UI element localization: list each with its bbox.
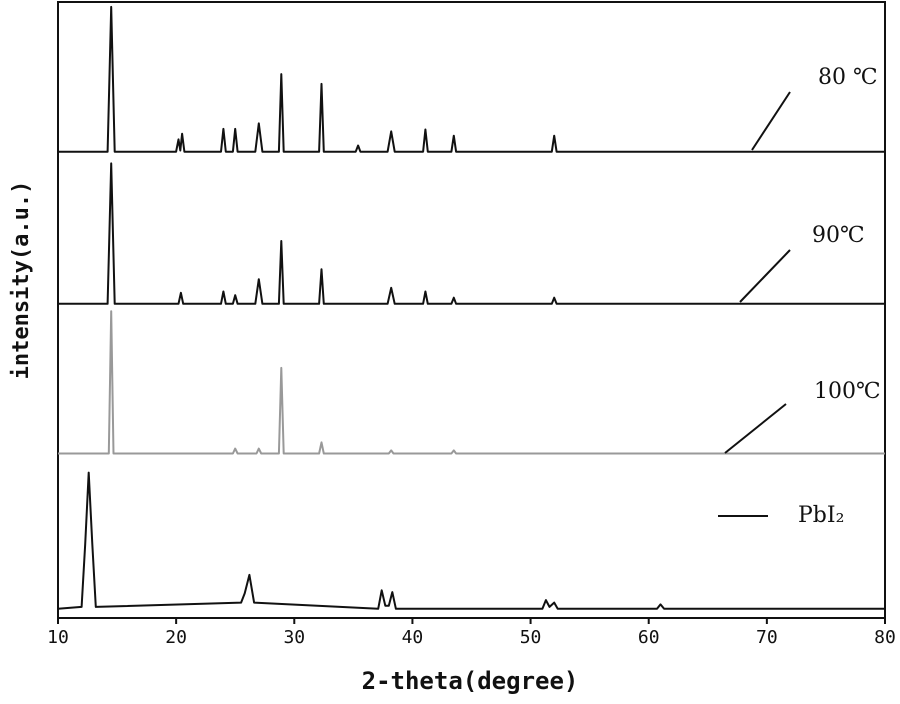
x-tick-label: 70: [756, 627, 778, 648]
series-line: [58, 473, 885, 609]
x-tick-label: 30: [283, 627, 305, 648]
x-tick-label: 50: [520, 627, 542, 648]
series-label: 90℃: [812, 223, 865, 248]
series-line: [58, 7, 885, 152]
series-label: 80 ℃: [818, 65, 878, 90]
x-axis-title: 2-theta(degree): [362, 667, 579, 695]
x-tick-label: 10: [47, 627, 69, 648]
series-line: [58, 163, 885, 303]
chart: 2-theta(degree) intensity(a.u.) 10 20 30 40…: [0, 0, 900, 700]
plot-frame: [58, 2, 885, 618]
series-label: PbI₂: [798, 503, 844, 528]
series-line: [58, 311, 885, 453]
x-tick-label: 40: [402, 627, 424, 648]
x-tick-label: 80: [874, 627, 896, 648]
x-tick-label: 60: [638, 627, 660, 648]
y-axis-title: intensity(a.u.): [9, 181, 34, 380]
label-leader: [725, 404, 786, 453]
label-leader: [740, 250, 790, 302]
label-leader: [752, 92, 790, 150]
x-tick-label: 20: [165, 627, 187, 648]
series-label: 100℃: [814, 379, 881, 404]
